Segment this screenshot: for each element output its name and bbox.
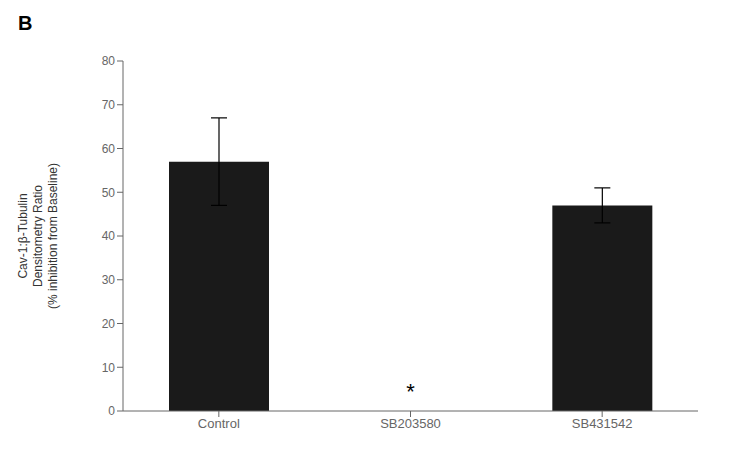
html-text:B: B	[18, 12, 33, 34]
svg-text:Control: Control	[198, 416, 240, 431]
svg-text:SB203580: SB203580	[380, 416, 441, 431]
svg-text:10: 10	[102, 361, 116, 375]
svg-text:0: 0	[108, 404, 115, 418]
svg-text:20: 20	[102, 317, 116, 331]
svg-text:40: 40	[102, 229, 116, 243]
svg-text:60: 60	[102, 142, 116, 156]
svg-text:SB431542: SB431542	[572, 416, 633, 431]
svg-text:70: 70	[102, 98, 116, 112]
svg-text:50: 50	[102, 186, 116, 200]
svg-text:80: 80	[102, 54, 116, 68]
svg-text:Cav-1:β-TubulinDensitometry Ra: Cav-1:β-TubulinDensitometry Ratio(% inhi…	[16, 163, 60, 309]
svg-text:*: *	[406, 379, 415, 404]
svg-text:30: 30	[102, 273, 116, 287]
